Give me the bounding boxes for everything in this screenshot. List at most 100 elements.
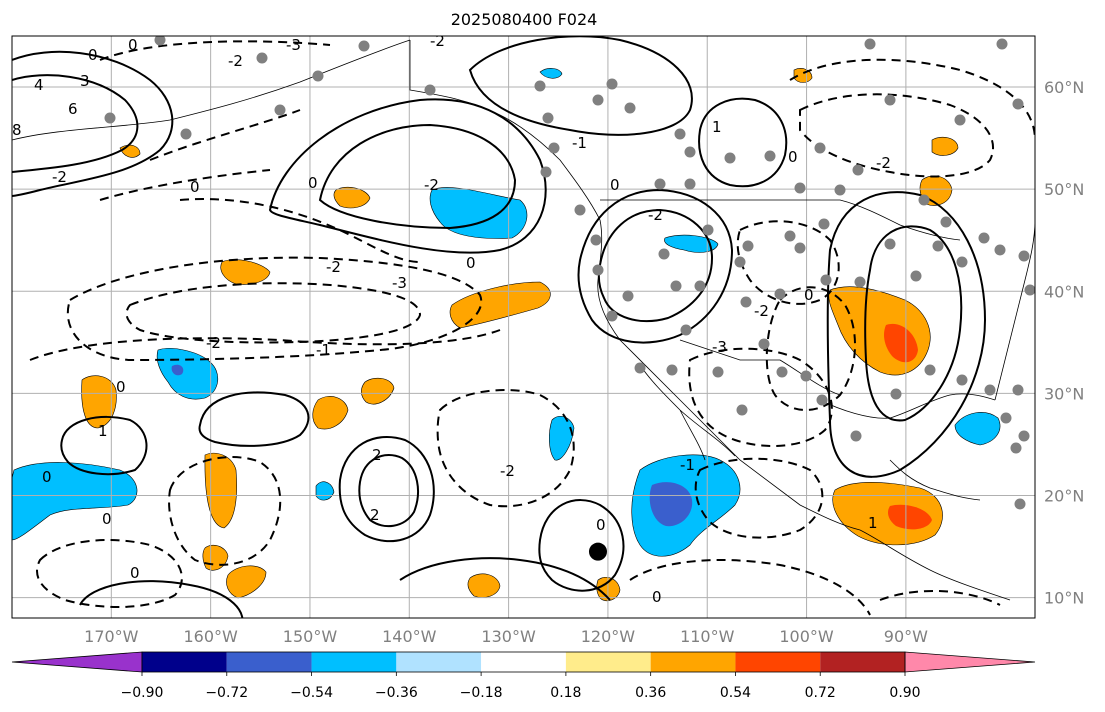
- contour-dashed-tropics: [629, 559, 1001, 616]
- station-dot: [548, 142, 560, 154]
- station-dot: [994, 244, 1006, 256]
- contour-label: 0: [804, 286, 814, 304]
- colorbar-label: −0.18: [460, 685, 503, 701]
- station-dot: [1014, 498, 1026, 510]
- shade-orange-w-pacific: [81, 375, 117, 429]
- lat-tick-label: 40°N: [1044, 282, 1084, 301]
- station-dot: [654, 178, 666, 190]
- shade-orange-mid-pacific: [449, 281, 551, 329]
- contour-label: -3: [392, 274, 407, 292]
- colorbar-label: 0.72: [805, 685, 836, 701]
- contour-dashed-central-pac: [66, 256, 483, 362]
- lon-tick-label: 90°W: [884, 627, 928, 646]
- colorbar-segment: [481, 652, 566, 672]
- station-dot: [784, 230, 796, 242]
- station-dot: [996, 38, 1008, 50]
- station-dot: [1010, 442, 1022, 454]
- contour-labels: 0 0 -3 -2 -2 4 3 6 8 -2 0 0 -2 -3 -2 -1 …: [12, 32, 891, 606]
- lon-tick-label: 150°W: [283, 627, 338, 646]
- colorbar-extend-max: [904, 651, 1036, 673]
- contour-label: -2: [876, 154, 891, 172]
- station-dot: [1012, 384, 1024, 396]
- station-dot: [800, 370, 812, 382]
- contour-dashed-central-pac-2: [125, 282, 422, 344]
- contour-dashed-sub-a: [168, 456, 282, 566]
- negative-anomaly-shading: [12, 68, 1001, 557]
- contour-dashed-northeast: [789, 58, 1035, 141]
- station-dot: [606, 78, 618, 90]
- lon-tick-label: 160°W: [183, 627, 238, 646]
- shade-blue-hawaii-purple: [171, 364, 184, 376]
- contour-label: 0: [610, 176, 620, 194]
- station-dots: [104, 36, 1035, 510]
- contour-solid-nw-high: [12, 50, 174, 197]
- contour-solid-gulf-alaska: [268, 98, 547, 254]
- station-dot: [854, 276, 866, 288]
- colorbar-segment: [650, 652, 736, 672]
- colorbar-segment: [226, 652, 312, 672]
- station-dot: [624, 102, 636, 114]
- shade-orange-tropical-a: [204, 452, 237, 529]
- station-dot: [816, 394, 828, 406]
- contour-label: 6: [68, 100, 78, 118]
- station-dot: [424, 84, 436, 96]
- shade-blue-hawaii-west: [156, 348, 218, 400]
- station-dot: [978, 232, 990, 244]
- colorbar-label: −0.90: [121, 685, 164, 701]
- shade-red-texas: [884, 323, 918, 363]
- contour-label: 0: [652, 588, 662, 606]
- lat-tick-label: 10°N: [1044, 589, 1084, 608]
- station-dot: [592, 94, 604, 106]
- colorbar-segment: [735, 652, 821, 672]
- station-dot: [358, 40, 370, 52]
- station-dot: [918, 194, 930, 206]
- lon-tick-label: 140°W: [382, 627, 437, 646]
- contour-label: -2: [206, 334, 221, 352]
- contour-dashed-pac-low: [29, 329, 501, 361]
- contour-label: -1: [572, 134, 587, 152]
- station-dot: [954, 114, 966, 126]
- station-dot: [984, 384, 996, 396]
- station-dot: [758, 338, 770, 350]
- station-dot: [910, 270, 922, 282]
- contour-label: 0: [102, 510, 112, 528]
- shade-orange-tropical-c: [361, 377, 395, 405]
- station-dot: [956, 374, 968, 386]
- station-dot: [104, 112, 116, 124]
- station-dot: [884, 94, 896, 106]
- contour-solid-canada: [698, 97, 788, 188]
- station-dot: [684, 178, 696, 190]
- contour-label: 0: [88, 46, 98, 64]
- shade-orange-hudson: [931, 136, 959, 156]
- latitude-ticks: 60°N 50°N 40°N 30°N 20°N 10°N: [1044, 78, 1084, 608]
- coastline-baja: [639, 364, 736, 461]
- contour-label: -2: [424, 176, 439, 194]
- station-dot: [1012, 98, 1024, 110]
- station-dot: [924, 364, 936, 376]
- station-dot: [256, 52, 268, 64]
- station-dot: [794, 182, 806, 194]
- contour-label: 0: [130, 564, 140, 582]
- lon-tick-label: 110°W: [680, 627, 735, 646]
- contour-solid-mid-pac: [399, 557, 611, 601]
- contour-dashed-sub-c: [688, 347, 833, 447]
- station-dot: [740, 296, 752, 308]
- contour-dashed-gulf: [765, 286, 857, 411]
- contour-label: -2: [430, 32, 445, 50]
- colorbar-label: 0.18: [550, 685, 581, 701]
- station-dot: [764, 150, 776, 162]
- lat-tick-label: 30°N: [1044, 384, 1084, 403]
- contour-solid-gulf-alaska-2: [318, 123, 517, 230]
- contours-dashed: [29, 40, 1035, 616]
- coastline-alaska: [12, 39, 601, 221]
- station-dot: [702, 224, 714, 236]
- lat-tick-label: 50°N: [1044, 180, 1084, 199]
- coastline-gulf: [819, 393, 996, 501]
- station-dot: [666, 364, 678, 376]
- colorbar-label: −0.54: [290, 685, 333, 701]
- positive-anomaly-shading: [81, 68, 959, 602]
- station-dot: [312, 70, 324, 82]
- contour-label: 0: [116, 378, 126, 396]
- contour-label: 0: [596, 516, 606, 534]
- lat-tick-label: 20°N: [1044, 486, 1084, 505]
